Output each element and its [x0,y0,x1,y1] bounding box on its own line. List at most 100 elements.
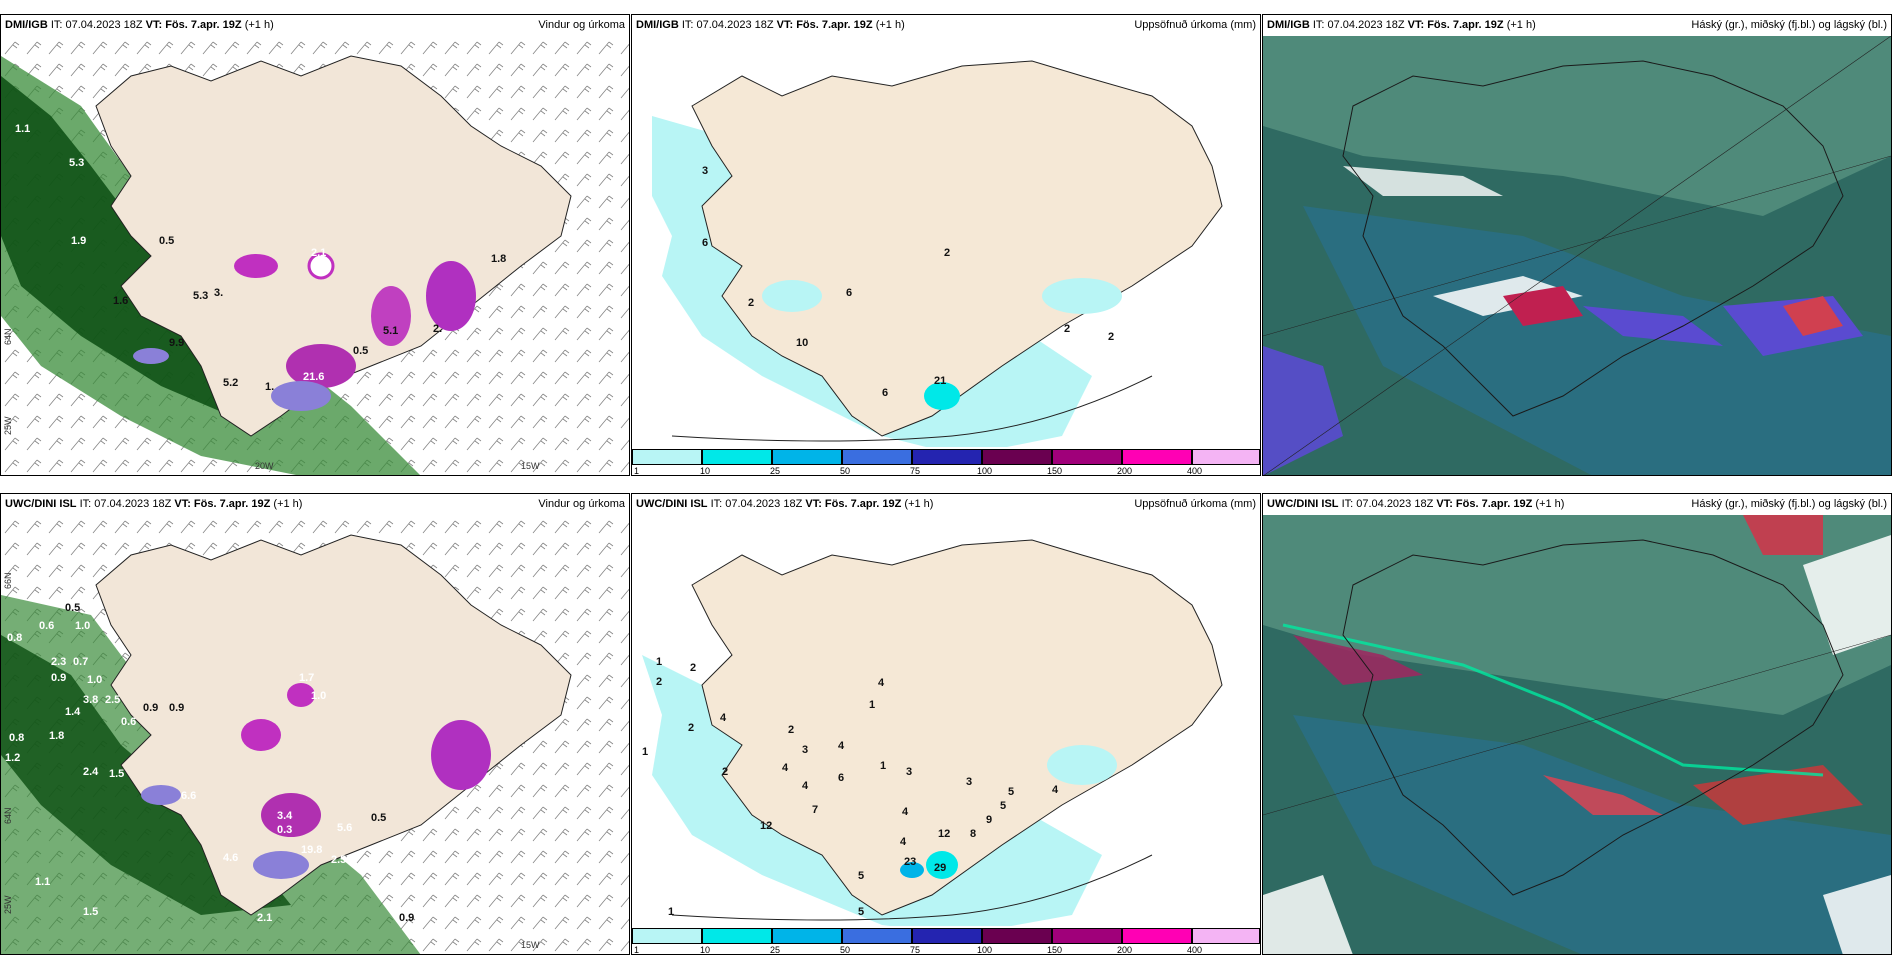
colorbar-tick: 1 [634,466,640,476]
accum-label: 1 [880,760,887,772]
precip-label: 0.8 [9,732,25,744]
accum-label: 4 [720,712,727,724]
accum-label: 6 [882,387,889,399]
accum-label: 4 [902,806,909,818]
accum-label: 4 [782,762,789,774]
variable-title: Uppsöfnuð úrkoma (mm) [1134,498,1256,510]
accum-label: 2 [722,766,729,778]
precip-label: 0.5 [353,345,369,357]
colorbar-swatch [912,928,982,944]
valid-time: VT: Fös. 7.apr. 19Z [145,19,242,31]
accum-label: 12 [938,828,951,840]
colorbar-tick: 50 [840,466,851,476]
accum-label: 2 [690,662,697,674]
accum-label: 7 [812,804,819,816]
accum-label: 1 [642,746,649,758]
colorbar-swatch [772,928,842,944]
lat-label-66n: 66N [631,572,632,589]
precip-label: 9.9 [169,337,185,349]
colorbar-tick: 75 [910,945,921,955]
precip-label: 1.1 [15,123,31,135]
accum-label: 1 [668,906,675,918]
precip-label: 5.6 [337,822,353,834]
precip-label: 3.8 [83,694,99,706]
precip-label: 5.2 [223,377,239,389]
panel-header: DMI/IGB IT: 07.04.2023 18Z VT: Fös. 7.ap… [1263,15,1891,35]
lead-time: (+1 h) [904,498,934,510]
accum-label: 4 [878,677,885,689]
accum-label: 2 [656,676,663,688]
accum-label: 5 [858,906,865,918]
variable-title: Uppsöfnuð úrkoma (mm) [1134,19,1256,31]
colorbar-tick: 10 [700,945,711,955]
accum-label: 1 [869,699,876,711]
init-time: IT: 07.04.2023 18Z [681,19,774,31]
colorbar-tick: 25 [770,945,781,955]
precip-colorbar: 1 10 25 50 75 100 150 200 400 [632,447,1260,475]
lat-label-64n: 64N [631,328,632,345]
model-source: UWC/DINI ISL [636,498,708,510]
panel-wind-precip-dini: UWC/DINI ISL IT: 07.04.2023 18Z VT: Fös.… [0,493,630,955]
accum-label: 3 [966,776,973,788]
iceland-outline [1342,60,1844,417]
precip-label: 21.6 [303,371,325,383]
precip-label: 2.5 [105,694,121,706]
valid-time: VT: Fös. 7.apr. 19Z [1436,498,1533,510]
colorbar-swatch [1052,928,1122,944]
precip-label: 2.1 [257,912,273,924]
accum-precip-map [632,515,1260,954]
colorbar-swatch [1122,449,1192,465]
panel-header: DMI/IGB IT: 07.04.2023 18Z VT: Fös. 7.ap… [1,15,629,35]
panel-header: UWC/DINI ISL IT: 07.04.2023 18Z VT: Fös.… [632,494,1260,514]
init-time: IT: 07.04.2023 18Z [1312,19,1405,31]
variable-title: Háský (gr.), miðský (fj.bl.) og lágský (… [1691,19,1887,31]
colorbar-swatch [982,928,1052,944]
colorbar-tick: 10 [700,466,711,476]
precip-label: 5.3 [193,290,209,302]
lon-label-25w: 25W [3,895,13,914]
accum-precip-map [632,36,1260,475]
precip-label: 5.1 [383,325,399,337]
precip-label: 0.3 [277,824,293,836]
precip-label: 6.6 [181,790,197,802]
accum-label: 2 [688,722,695,734]
accum-label: 2 [748,297,755,309]
accum-label: 4 [1052,784,1059,796]
panel-header: DMI/IGB IT: 07.04.2023 18Z VT: Fös. 7.ap… [632,15,1260,35]
precip-label: 2.4 [83,766,99,778]
panel-accum-precip-dini: UWC/DINI ISL IT: 07.04.2023 18Z VT: Fös.… [631,493,1261,955]
iceland-land [691,539,1223,916]
valid-time: VT: Fös. 7.apr. 19Z [805,498,902,510]
colorbar-swatch [1192,928,1260,944]
accum-label: 2 [944,247,951,259]
lat-label-64n: 64N [631,807,632,824]
colorbar-tick: 200 [1117,945,1133,955]
precip-label: 1.0 [311,690,327,702]
model-source: DMI/IGB [1267,19,1310,31]
precip-label: 5.3 [69,157,85,169]
precip-label: 0.9 [169,702,185,714]
precip-label: 1. [265,381,275,393]
precip-label: 1.0 [75,620,91,632]
precip-label: 19.8 [301,844,323,856]
accum-label: 3 [906,766,913,778]
precip-label: 2.5 [331,854,347,866]
accum-label: 3 [702,165,709,177]
colorbar-tick: 1 [634,945,640,955]
accum-label: 4 [838,740,845,752]
precip-label: 1.8 [49,730,65,742]
colorbar-tick: 200 [1117,466,1133,476]
lat-label-66n: 66N [631,93,632,110]
precip-label: 2.3 [51,656,67,668]
colorbar-tick: 150 [1047,945,1063,955]
accum-label: 4 [802,780,809,792]
panel-header: UWC/DINI ISL IT: 07.04.2023 18Z VT: Fös.… [1263,494,1891,514]
accum-label: 5 [1000,800,1007,812]
precip-label: 1.2 [5,752,21,764]
precip-label: 0.5 [159,235,175,247]
iceland-outline [1342,539,1844,896]
accum-label: 6 [846,287,853,299]
model-source: UWC/DINI ISL [5,498,77,510]
lon-label-20w: 20W [255,461,274,471]
precip-label: 1.4 [65,706,81,718]
